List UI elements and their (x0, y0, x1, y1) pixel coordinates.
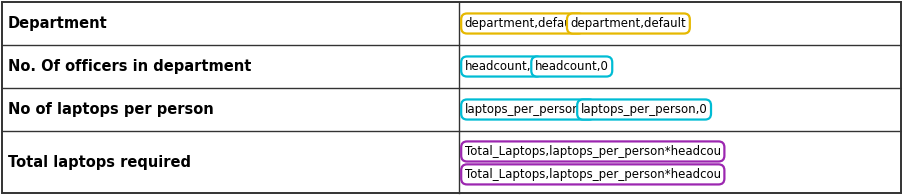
Text: laptops_per_person,0: laptops_per_person,0 (580, 103, 706, 116)
Text: laptops_per_person,0: laptops_per_person,0 (465, 103, 591, 116)
Text: headcount,0: headcount,0 (534, 60, 608, 73)
Text: Department: Department (8, 16, 107, 31)
Text: department,default: department,default (570, 17, 686, 30)
Text: Total_Laptops,laptops_per_person*headcou: Total_Laptops,laptops_per_person*headcou (465, 145, 720, 158)
Text: Total_Laptops,laptops_per_person*headcou: Total_Laptops,laptops_per_person*headcou (465, 168, 720, 181)
Text: No. Of officers in department: No. Of officers in department (8, 59, 251, 74)
Text: Total laptops required: Total laptops required (8, 154, 191, 169)
Text: department,default: department,default (465, 17, 580, 30)
Text: No of laptops per person: No of laptops per person (8, 102, 214, 117)
Text: headcount,0: headcount,0 (465, 60, 538, 73)
